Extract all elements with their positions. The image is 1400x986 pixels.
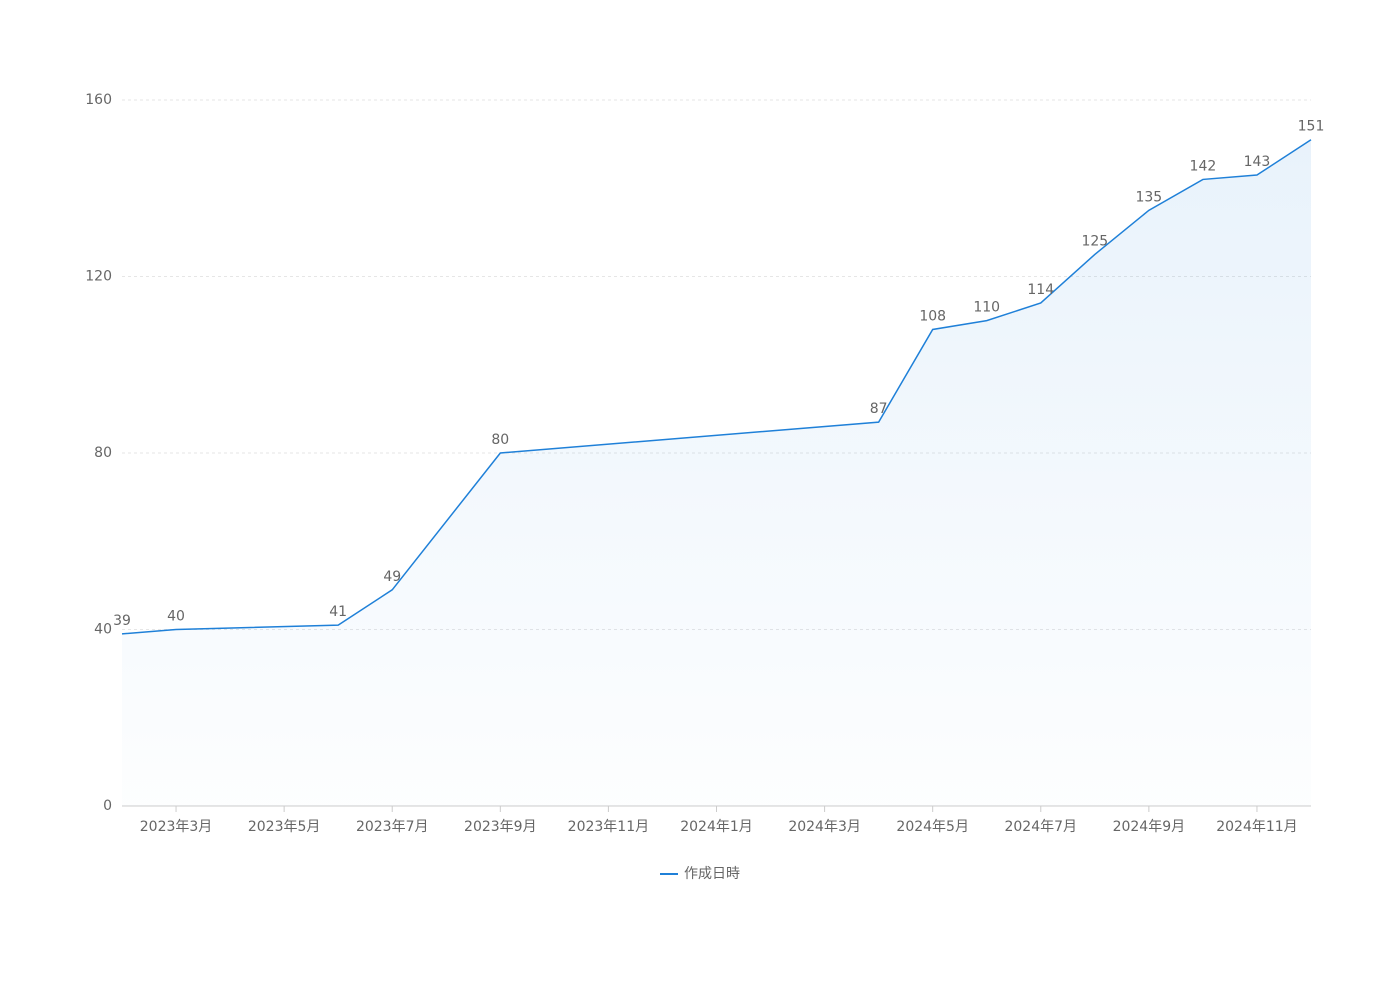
x-tick-label: 2023年7月 <box>356 819 429 835</box>
data-label: 49 <box>383 569 401 585</box>
data-label: 114 <box>1027 282 1054 298</box>
data-label: 151 <box>1298 119 1325 135</box>
y-tick-label: 160 <box>85 92 112 108</box>
y-tick-label: 80 <box>94 445 112 461</box>
data-label: 39 <box>113 613 131 629</box>
line <box>121 139 1312 635</box>
x-tick-label: 2024年11月 <box>1216 819 1297 835</box>
data-label: 80 <box>491 432 509 448</box>
x-tick-label: 2023年11月 <box>568 819 649 835</box>
y-tick-label: 40 <box>94 622 112 638</box>
data-label: 143 <box>1244 154 1271 170</box>
data-label: 110 <box>973 300 1000 316</box>
data-label: 40 <box>167 609 185 625</box>
area <box>122 139 1311 806</box>
data-label: 135 <box>1135 189 1162 205</box>
x-tick-label: 2024年9月 <box>1113 819 1186 835</box>
x-tick-label: 2024年5月 <box>896 819 969 835</box>
data-label: 125 <box>1081 233 1108 249</box>
x-tick-label: 2023年9月 <box>464 819 537 835</box>
x-tick-label: 2023年5月 <box>248 819 321 835</box>
x-tick-label: 2023年3月 <box>140 819 213 835</box>
legend-label: 作成日時 <box>684 866 740 882</box>
data-label: 41 <box>329 604 347 620</box>
x-tick-label: 2024年3月 <box>788 819 861 835</box>
y-tick-label: 0 <box>103 798 112 814</box>
data-label: 108 <box>919 308 946 324</box>
data-label: 142 <box>1190 158 1217 174</box>
y-tick-label: 120 <box>85 269 112 285</box>
x-tick-label: 2024年7月 <box>1004 819 1077 835</box>
data-label: 87 <box>870 401 888 417</box>
x-tick-label: 2024年1月 <box>680 819 753 835</box>
